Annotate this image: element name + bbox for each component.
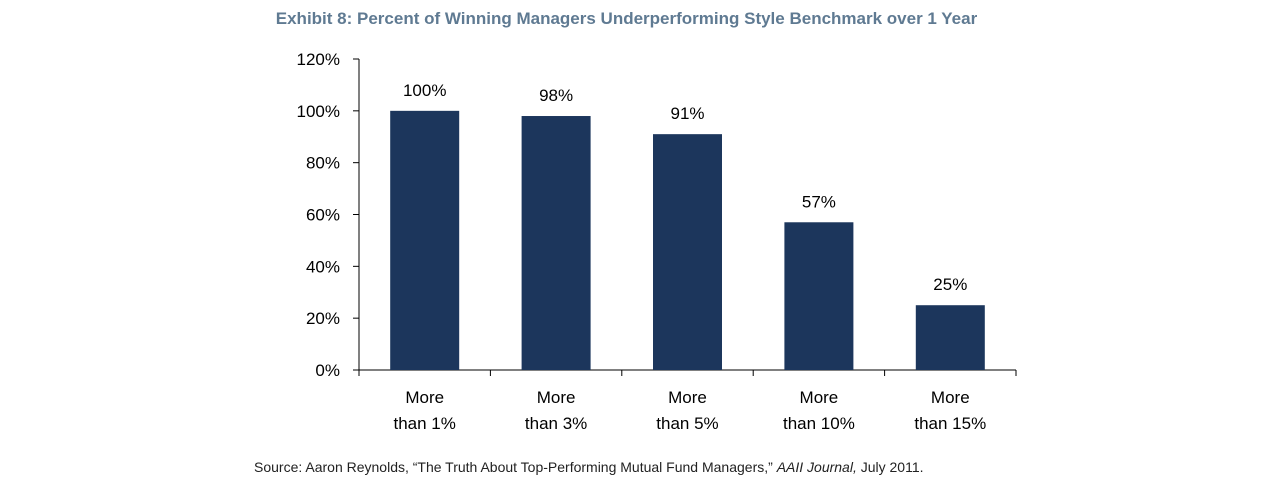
x-tick-label: More <box>537 388 576 407</box>
bar <box>784 222 854 370</box>
x-tick-label: More <box>800 388 839 407</box>
bar <box>521 116 591 371</box>
x-tick-label: than 3% <box>525 414 587 433</box>
source-prefix: Source: Aaron Reynolds, “The Truth About… <box>254 459 777 475</box>
x-tick-label: More <box>931 388 970 407</box>
y-tick-label: 0% <box>315 361 340 380</box>
x-tick-label: More <box>405 388 444 407</box>
y-tick-label: 80% <box>306 154 340 173</box>
chart-title: Exhibit 8: Percent of Winning Managers U… <box>275 9 978 28</box>
y-tick-label: 40% <box>306 257 340 276</box>
y-tick-label: 20% <box>306 309 340 328</box>
source-suffix: July 2011. <box>856 459 924 475</box>
data-label: 57% <box>802 192 836 211</box>
source-journal: AAII Journal, <box>776 459 857 475</box>
bar <box>915 305 985 370</box>
x-tick-label: than 15% <box>914 414 986 433</box>
y-tick-label: 60% <box>306 206 340 225</box>
data-label: 98% <box>539 86 573 105</box>
data-label: 100% <box>403 81 446 100</box>
data-label: 25% <box>933 275 967 294</box>
x-tick-label: More <box>668 388 707 407</box>
x-tick-label: than 1% <box>394 414 456 433</box>
y-tick-label: 120% <box>297 50 340 69</box>
y-tick-label: 100% <box>297 102 340 121</box>
x-tick-label: than 10% <box>783 414 855 433</box>
source-note: Source: Aaron Reynolds, “The Truth About… <box>254 459 924 475</box>
bar <box>653 134 722 370</box>
x-tick-label: than 5% <box>656 414 718 433</box>
bar <box>390 110 460 370</box>
data-label: 91% <box>670 104 704 123</box>
